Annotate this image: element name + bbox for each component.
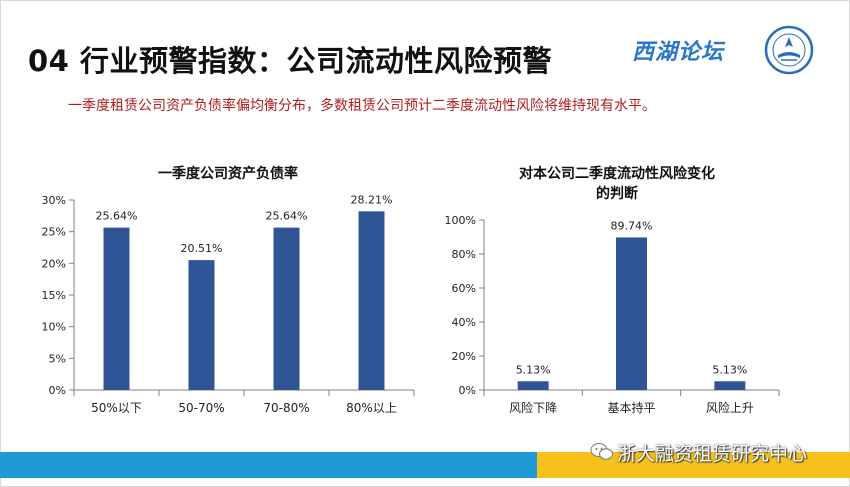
debt-ratio-bar <box>358 211 385 390</box>
y-tick-label: 15% <box>42 289 66 302</box>
university-seal-icon <box>764 25 814 75</box>
y-tick-label: 5% <box>49 352 66 365</box>
wechat-icon <box>590 443 613 460</box>
chart-title: 的判断 <box>596 185 638 202</box>
x-tick-label: 80%以上 <box>346 401 397 415</box>
y-tick-label: 80% <box>452 248 476 261</box>
debt-ratio-bar <box>273 227 300 390</box>
page-title: 04 行业预警指数：公司流动性风险预警 <box>28 44 552 78</box>
bar-value-label: 20.51% <box>181 242 223 255</box>
y-tick-label: 0% <box>459 384 476 397</box>
footer-source-text: 浙大融资租赁研究中心 <box>617 443 808 465</box>
debt-ratio-chart: 一季度公司资产负债率 0% 5% 10% 15% 20% 25% 30% 25.64% 50%以下… <box>42 165 415 415</box>
y-tick-label: 20% <box>42 257 66 270</box>
risk-outlook-bar <box>517 381 549 390</box>
bar-value-label: 25.64% <box>96 210 138 223</box>
bar-value-label: 28.21% <box>351 193 393 206</box>
x-tick-label: 风险上升 <box>706 400 754 415</box>
y-tick-label: 25% <box>42 226 66 239</box>
chart-title: 对本公司二季度流动性风险变化 <box>519 165 715 182</box>
y-tick-label: 10% <box>42 321 66 334</box>
footer-band-yellow <box>537 452 850 478</box>
chart-title: 一季度公司资产负债率 <box>158 165 298 182</box>
charts-area: 一季度公司资产负债率 0% 5% 10% 15% 20% 25% 30% 25.64% 50%以下… <box>42 165 780 415</box>
page-subtitle: 一季度租赁公司资产负债率偏均衡分布，多数租赁公司预计二季度流动性风险将维持现有水… <box>68 98 656 114</box>
bar-value-label: 5.13% <box>516 363 551 376</box>
x-tick-label: 风险下降 <box>509 400 557 415</box>
forum-logo-text: 西湖论坛 <box>632 39 725 65</box>
y-tick-label: 0% <box>49 384 66 397</box>
footer-band-blue <box>0 452 537 478</box>
debt-ratio-bar <box>103 227 130 390</box>
x-tick-label: 50-70% <box>178 401 224 415</box>
y-tick-label: 20% <box>452 350 476 363</box>
y-tick-label: 60% <box>452 282 476 295</box>
debt-ratio-bar <box>188 260 215 390</box>
y-tick-label: 100% <box>445 214 476 227</box>
y-tick-label: 40% <box>452 316 476 329</box>
y-tick-label: 30% <box>42 194 66 207</box>
bar-value-label: 5.13% <box>712 363 747 376</box>
x-tick-label: 基本持平 <box>607 400 655 415</box>
risk-outlook-bar <box>616 237 647 390</box>
x-tick-label: 50%以下 <box>91 401 142 415</box>
bar-value-label: 89.74% <box>611 219 653 232</box>
risk-outlook-bar <box>714 381 746 390</box>
x-tick-label: 70-80% <box>263 401 309 415</box>
bar-value-label: 25.64% <box>266 210 308 223</box>
